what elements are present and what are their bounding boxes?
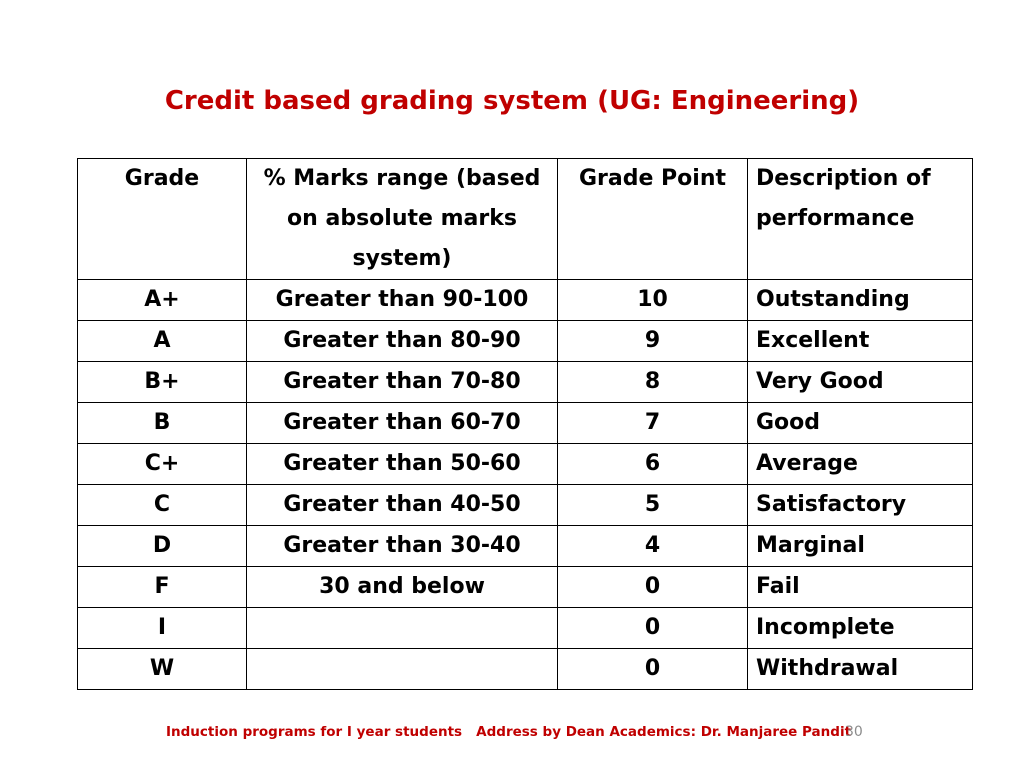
cell-marks-range: Greater than 50-60: [246, 443, 558, 485]
table-row: C+ Greater than 50-60 6 Average: [77, 443, 973, 485]
table-row: A+ Greater than 90-100 10 Outstanding: [77, 279, 973, 321]
cell-grade: A+: [77, 279, 247, 321]
cell-grade: I: [77, 607, 247, 649]
cell-grade-point: 0: [557, 648, 748, 690]
cell-grade: D: [77, 525, 247, 567]
cell-description: Withdrawal: [747, 648, 973, 690]
cell-grade: B: [77, 402, 247, 444]
grading-table: Grade % Marks range (based on absolute m…: [77, 158, 973, 690]
cell-marks-range: Greater than 60-70: [246, 402, 558, 444]
table-row: A Greater than 80-90 9 Excellent: [77, 320, 973, 362]
cell-description: Marginal: [747, 525, 973, 567]
cell-grade-point: 10: [557, 279, 748, 321]
table-row: F 30 and below 0 Fail: [77, 566, 973, 608]
cell-grade-point: 0: [557, 607, 748, 649]
cell-description: Satisfactory: [747, 484, 973, 526]
cell-grade-point: 9: [557, 320, 748, 362]
table-row: B Greater than 60-70 7 Good: [77, 402, 973, 444]
cell-grade-point: 4: [557, 525, 748, 567]
footer-text: Induction programs for I year students A…: [166, 724, 852, 740]
cell-marks-range: [246, 648, 558, 690]
table-header-row: Grade % Marks range (based on absolute m…: [77, 158, 973, 280]
cell-marks-range: Greater than 80-90: [246, 320, 558, 362]
cell-grade: F: [77, 566, 247, 608]
cell-marks-range: [246, 607, 558, 649]
header-grade-point: Grade Point: [557, 158, 748, 280]
page-number: 30: [845, 724, 863, 740]
cell-grade-point: 8: [557, 361, 748, 403]
header-grade: Grade: [77, 158, 247, 280]
cell-marks-range: Greater than 40-50: [246, 484, 558, 526]
table-row: D Greater than 30-40 4 Marginal: [77, 525, 973, 567]
cell-grade: W: [77, 648, 247, 690]
cell-grade-point: 5: [557, 484, 748, 526]
table-body: A+ Greater than 90-100 10 Outstanding A Great…: [77, 279, 973, 690]
cell-grade-point: 7: [557, 402, 748, 444]
cell-description: Very Good: [747, 361, 973, 403]
cell-grade: C: [77, 484, 247, 526]
cell-description: Outstanding: [747, 279, 973, 321]
cell-marks-range: Greater than 70-80: [246, 361, 558, 403]
cell-grade-point: 0: [557, 566, 748, 608]
table-row: I 0 Incomplete: [77, 607, 973, 649]
slide-title: Credit based grading system (UG: Enginee…: [164, 86, 860, 116]
cell-grade: C+: [77, 443, 247, 485]
cell-description: Fail: [747, 566, 973, 608]
cell-grade: A: [77, 320, 247, 362]
table-row: W 0 Withdrawal: [77, 648, 973, 690]
table-row: B+ Greater than 70-80 8 Very Good: [77, 361, 973, 403]
header-marks-range: % Marks range (based on absolute marks s…: [246, 158, 558, 280]
cell-description: Incomplete: [747, 607, 973, 649]
cell-description: Excellent: [747, 320, 973, 362]
header-description: Description of performance: [747, 158, 973, 280]
cell-description: Good: [747, 402, 973, 444]
cell-marks-range: Greater than 90-100: [246, 279, 558, 321]
cell-description: Average: [747, 443, 973, 485]
cell-marks-range: 30 and below: [246, 566, 558, 608]
table-row: C Greater than 40-50 5 Satisfactory: [77, 484, 973, 526]
cell-grade: B+: [77, 361, 247, 403]
cell-marks-range: Greater than 30-40: [246, 525, 558, 567]
cell-grade-point: 6: [557, 443, 748, 485]
